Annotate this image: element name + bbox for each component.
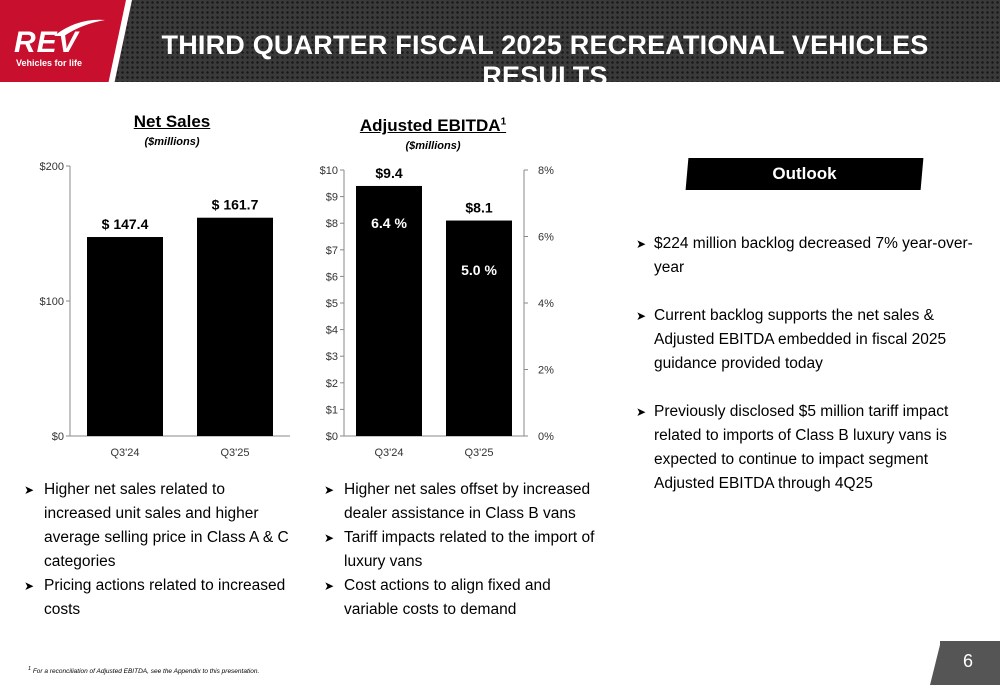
x-tick-label: Q3'24	[374, 447, 403, 459]
list-item: ➤ Higher net sales related to increased u…	[24, 478, 296, 574]
y-tick-label: $3	[326, 351, 338, 363]
y-tick-label: $9	[326, 192, 338, 204]
header-banner: REV Vehicles for life THIRD QUARTER FISC…	[0, 0, 1000, 91]
y-tick-label: $1	[326, 404, 338, 416]
list-item: ➤ Pricing actions related to increased co…	[24, 574, 296, 622]
ebitda-title: Adjusted EBITDA1	[340, 116, 526, 136]
page-number: 6	[962, 651, 973, 671]
list-item: ➤ Higher net sales offset by increased de…	[324, 478, 596, 526]
footnote-text: For a reconciliation of Adjusted EBITDA,…	[32, 668, 260, 676]
y2-tick-label: 8%	[538, 165, 554, 177]
y2-tick-label: 6%	[538, 232, 554, 244]
footnote: 1 For a reconciliation of Adjusted EBITD…	[28, 666, 259, 675]
data-label: $ 147.4	[102, 216, 149, 232]
arrow-bullet-icon: ➤	[24, 483, 35, 497]
bar	[446, 220, 512, 436]
bar	[197, 217, 273, 436]
net-sales-chart: $0 $100 $200 $ 147.4 Q3'24 $ 161.7 Q3'25	[40, 161, 290, 459]
outlook-list: ➤ $224 million backlog decreased 7% year-…	[636, 232, 976, 520]
margin-label: 5.0 %	[461, 262, 497, 278]
data-label: $ 161.7	[212, 197, 259, 213]
arrow-bullet-icon: ➤	[636, 237, 647, 251]
net-sales-title: Net Sales	[133, 112, 211, 131]
y-tick-label: $0	[326, 431, 338, 443]
page-title: THIRD QUARTER FISCAL 2025 RECREATIONAL V…	[161, 30, 929, 91]
ebitda-chart: $0 $1 $2 $3 $4 $5 $6 $7 $8 $9 $10 0% 2% 4% 6% 8% $9.4 Q3'…	[320, 165, 554, 459]
ebitda-subtitle: ($millions)	[405, 140, 461, 152]
arrow-bullet-icon: ➤	[636, 309, 647, 323]
y-tick-label: $7	[326, 245, 338, 257]
logo-swoosh-icon	[54, 19, 105, 36]
list-item: ➤ Current backlog supports the net sales …	[636, 304, 976, 376]
list-item: ➤ Tariff impacts related to the import of…	[324, 526, 596, 574]
net-sales-subtitle: ($millions)	[144, 136, 200, 148]
bullet-text: Cost actions to align fixed and variable…	[344, 577, 551, 618]
y-tick-label: $6	[326, 271, 338, 283]
bullet-text: Pricing actions related to increased cos…	[44, 577, 286, 618]
arrow-bullet-icon: ➤	[324, 483, 335, 497]
bullet-text: Tariff impacts related to the import of …	[344, 529, 595, 570]
arrow-bullet-icon: ➤	[24, 579, 35, 593]
footnote-sup: 1	[28, 666, 32, 672]
y-tick-label: $100	[40, 296, 64, 308]
x-tick-label: Q3'24	[110, 447, 139, 459]
logo-tagline: Vehicles for life	[16, 58, 83, 68]
bullet-text: Higher net sales related to increased un…	[44, 481, 289, 570]
ebitda-bullets: ➤ Higher net sales offset by increased de…	[324, 478, 596, 622]
y-tick-label: $200	[40, 161, 64, 173]
arrow-bullet-icon: ➤	[324, 531, 335, 545]
ebitda-title-sup: 1	[500, 116, 507, 128]
ebitda-title-text: Adjusted EBITDA	[359, 116, 501, 135]
list-item: ➤ Previously disclosed $5 million tariff …	[636, 400, 976, 496]
list-item: ➤ $224 million backlog decreased 7% year-…	[636, 232, 976, 280]
y-tick-label: $5	[326, 298, 338, 310]
bar	[87, 237, 163, 436]
y2-tick-label: 4%	[538, 298, 554, 310]
outlook-text: Previously disclosed $5 million tariff i…	[654, 403, 949, 492]
outlook-text: $224 million backlog decreased 7% year-o…	[654, 235, 973, 276]
y2-tick-label: 0%	[538, 431, 554, 443]
arrow-bullet-icon: ➤	[324, 579, 335, 593]
y-tick-label: $4	[326, 325, 338, 337]
page-number-tab	[940, 641, 1000, 685]
x-tick-label: Q3'25	[464, 447, 493, 459]
bullet-text: Higher net sales offset by increased dea…	[344, 481, 591, 522]
data-label: $8.1	[465, 200, 492, 216]
list-item: ➤ Cost actions to align fixed and variabl…	[324, 574, 596, 622]
y-tick-label: $8	[326, 218, 338, 230]
bar	[356, 185, 422, 436]
arrow-bullet-icon: ➤	[636, 405, 647, 419]
outlook-label: Outlook	[772, 164, 837, 183]
x-tick-label: Q3'25	[220, 447, 249, 459]
data-label: $9.4	[375, 165, 402, 181]
y-tick-label: $2	[326, 378, 338, 390]
y-tick-label: $0	[52, 431, 64, 443]
y2-tick-label: 2%	[538, 365, 554, 377]
outlook-text: Current backlog supports the net sales &…	[654, 307, 947, 372]
y-tick-label: $10	[320, 165, 338, 177]
margin-label: 6.4 %	[371, 215, 407, 231]
net-sales-bullets: ➤ Higher net sales related to increased u…	[24, 478, 296, 622]
logo-text: REV	[14, 26, 79, 59]
